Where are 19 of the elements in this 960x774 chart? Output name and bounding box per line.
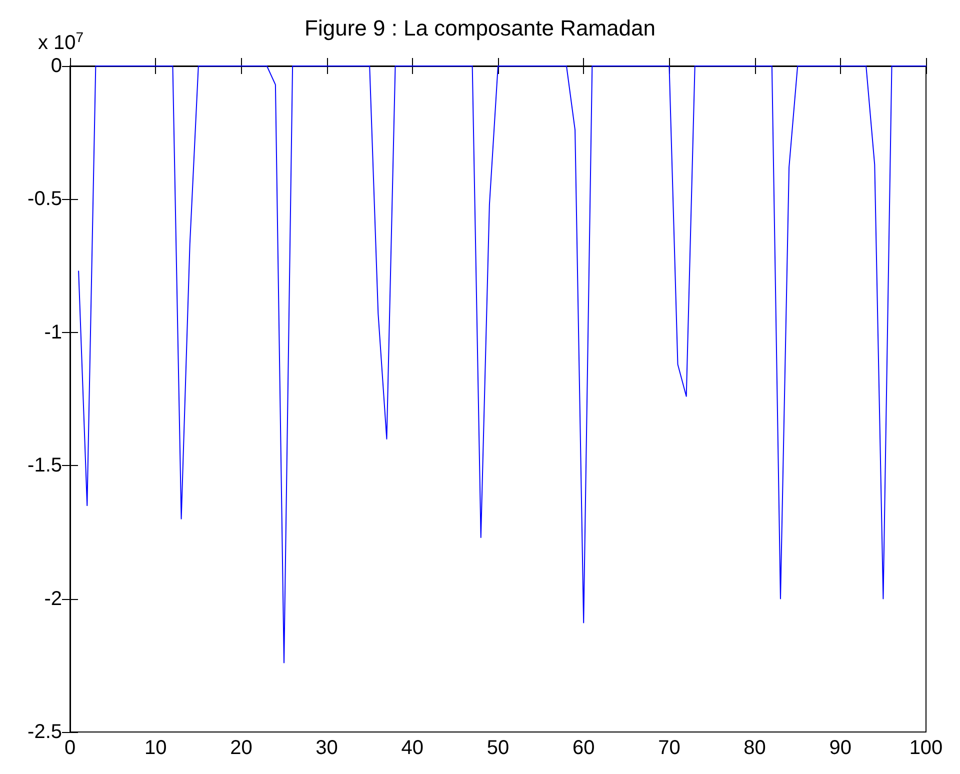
x-tick-label: 70 — [658, 737, 680, 759]
x-tick-label: 30 — [316, 737, 338, 759]
y-tick-label: -1 — [44, 321, 62, 344]
x-tick-label: 40 — [401, 737, 424, 759]
y-tick-label: -0.5 — [28, 188, 62, 210]
x-tick-label: 100 — [909, 737, 943, 759]
y-tick-label: -2 — [44, 588, 62, 610]
x-tick-label: 80 — [744, 737, 766, 759]
y-tick-label: 0 — [50, 55, 62, 77]
line-series — [78, 66, 926, 664]
y-tick-label: -1.5 — [28, 454, 62, 477]
x-tick-label: 0 — [64, 737, 76, 759]
y-tick-label: -2.5 — [28, 721, 62, 743]
x-tick-label: 50 — [486, 737, 510, 759]
x-tick-label: 60 — [572, 737, 595, 759]
x-tick-label: 90 — [829, 737, 852, 759]
x-tick-label: 10 — [144, 737, 167, 759]
chart-title: Figure 9 : La composante Ramadan — [304, 16, 656, 40]
x-tick-label: 20 — [230, 737, 252, 759]
